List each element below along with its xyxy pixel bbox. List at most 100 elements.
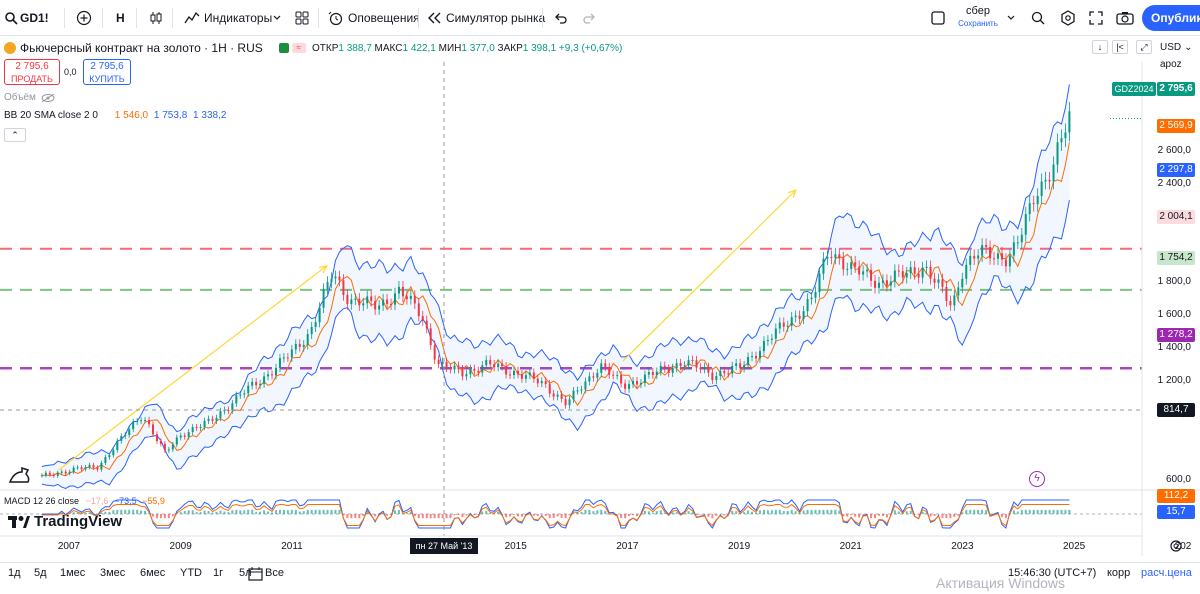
fullscreen-button[interactable] [1088, 6, 1104, 30]
scroll-end-button[interactable]: |< [1112, 40, 1128, 54]
dinosaur-icon [8, 466, 32, 487]
macd-histogram-bar [413, 514, 416, 517]
candle-body [889, 281, 892, 286]
maximize-pane-button[interactable]: ⤢ [1136, 40, 1152, 54]
range-button[interactable]: 1д [8, 567, 21, 579]
macd-histogram-bar [639, 513, 642, 515]
candle-body [647, 372, 650, 375]
snapshot-button[interactable] [1116, 6, 1134, 30]
indicators-dropdown[interactable] [272, 6, 282, 30]
macd-histogram-bar [620, 514, 623, 519]
candle-body [516, 370, 519, 375]
bb-lower-value: 1 338,2 [193, 110, 227, 121]
macd-histogram-bar [1040, 509, 1043, 514]
magnifier-sparkle-icon [1031, 11, 1045, 25]
macd-histogram-bar [548, 514, 551, 519]
candle-body [679, 363, 682, 366]
candle-body [461, 369, 464, 377]
macd-histogram-bar [834, 509, 837, 514]
interval-button[interactable]: H [116, 11, 125, 25]
candle-body [536, 378, 539, 384]
buy-price: 2 795,6 [90, 61, 124, 72]
macd-label: MACD 12 26 close [4, 496, 80, 506]
settings-button[interactable] [1060, 6, 1076, 30]
macd-histogram-bar [584, 509, 587, 514]
gold-coin-icon [4, 42, 16, 54]
macd-histogram-bar [747, 510, 750, 514]
goto-date-button[interactable] [248, 567, 264, 584]
clock[interactable]: 15:46:30 (UTC+7) [1008, 567, 1097, 579]
chart-type-button[interactable] [148, 6, 164, 30]
buy-button[interactable]: 2 795,6 КУПИТЬ [83, 59, 131, 85]
fullscreen-icon [1089, 11, 1103, 25]
range-button[interactable]: 1г [213, 567, 224, 579]
macd-histogram-bar [1000, 514, 1003, 518]
macd-histogram-bar [1060, 509, 1063, 514]
candle-body [338, 276, 341, 281]
macd-histogram-bar [223, 511, 226, 514]
macd-histogram-bar [132, 509, 135, 514]
chart-title[interactable]: Фьючерсный контракт на золото · 1H · RUS… [4, 41, 306, 55]
candle-body [374, 300, 377, 310]
bb-legend[interactable]: BB 20 SMA close 2 0 1 546,0 1 753,8 1 33… [4, 110, 226, 121]
candle-body [128, 429, 131, 435]
candle-body [762, 341, 765, 352]
macd-histogram-bar [810, 509, 813, 514]
candle-body [528, 372, 531, 376]
candle-body [223, 409, 226, 412]
adjust-toggle[interactable]: корр [1107, 567, 1131, 579]
compare-button[interactable] [76, 6, 92, 30]
macd-histogram-bar [826, 509, 829, 514]
macd-histogram-bar [762, 509, 765, 514]
time-tick-label: 2007 [57, 541, 81, 552]
candle-body [445, 361, 448, 368]
range-button[interactable]: 3мес [100, 567, 126, 579]
candle-body [596, 372, 599, 378]
lightning-icon[interactable]: ϟ [1029, 471, 1045, 487]
market-status-icon [278, 43, 289, 53]
symbol-search[interactable]: GD1! [4, 6, 49, 30]
market-simulator-button[interactable]: Симулятор рынка [428, 6, 545, 30]
candle-body [255, 381, 258, 386]
candle-body [691, 359, 694, 361]
volume-legend[interactable]: Объём [4, 92, 55, 103]
settlement-toggle[interactable]: расч.цена [1141, 567, 1192, 579]
macd-histogram-bar [124, 509, 127, 514]
axis-settings-button[interactable] [1168, 538, 1188, 554]
range-button[interactable]: 5д [34, 567, 47, 579]
redo-button[interactable] [582, 6, 596, 30]
toolbar-divider [102, 8, 103, 28]
range-button[interactable]: Все [265, 567, 284, 579]
candle-body [1004, 259, 1007, 267]
currency-selector[interactable]: USD ⌄ [1160, 42, 1193, 53]
scroll-down-button[interactable]: ↓ [1092, 40, 1108, 54]
macd-histogram-bar [588, 509, 591, 514]
candle-body [548, 383, 551, 394]
alerts-button[interactable]: Оповещения [328, 6, 420, 30]
layout-name-button[interactable]: сбер Сохранить [952, 5, 1004, 33]
axis-menu[interactable]: apoz [1160, 59, 1182, 70]
undo-button[interactable] [554, 6, 568, 30]
macd-histogram-bar [532, 514, 535, 516]
sell-button[interactable]: 2 795,6 ПРОДАТЬ [4, 59, 60, 85]
publish-button[interactable]: Опублико [1142, 5, 1200, 31]
layout-dropdown[interactable] [1006, 6, 1016, 30]
templates-button[interactable] [294, 6, 310, 30]
range-button[interactable]: 6мес [140, 567, 166, 579]
collapse-legend-button[interactable]: ⌃ [4, 128, 26, 142]
candle-body [211, 418, 214, 421]
range-button[interactable]: 1мес [60, 567, 86, 579]
macd-legend[interactable]: MACD 12 26 close −17,6 −73,5 −55,9 [4, 496, 165, 506]
time-tick-label: 2019 [727, 541, 751, 552]
layout-checkbox[interactable] [930, 6, 946, 30]
candle-body [485, 359, 488, 366]
macd-histogram-bar [945, 514, 948, 519]
indicators-button[interactable]: Индикаторы [184, 6, 272, 30]
candle-body [56, 472, 59, 476]
macd-histogram-bar [167, 514, 170, 519]
quick-search-button[interactable] [1030, 6, 1046, 30]
range-button[interactable]: YTD [180, 567, 202, 579]
macd-histogram-bar [231, 510, 234, 514]
candle-body [227, 409, 230, 411]
